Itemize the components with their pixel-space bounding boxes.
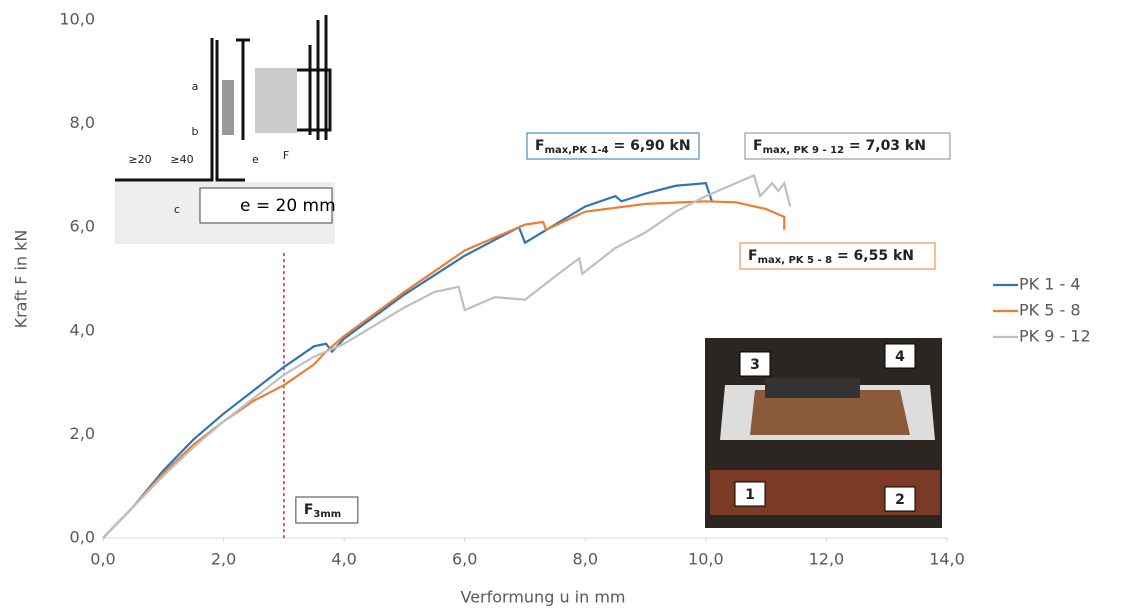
annotation-part: max, PK 5 - 8 (758, 255, 833, 266)
x-tick-label: 0,0 (90, 550, 115, 569)
annotation-box (526, 132, 700, 160)
inset-f: F (283, 149, 289, 162)
e-box (199, 187, 333, 224)
photo-plate (750, 390, 910, 435)
photo-label: 3 (750, 357, 760, 373)
marker-label-box (295, 496, 359, 524)
block (255, 68, 297, 133)
photo-box (884, 343, 916, 369)
y-tick-label: 10,0 (59, 10, 95, 29)
photo-label: 2 (895, 492, 905, 508)
y-axis-label: Kraft F in kN (12, 230, 31, 329)
photo-label: 4 (895, 349, 905, 365)
annotation-part: = 6,90 kN (609, 138, 691, 154)
x-tick-label: 8,0 (573, 550, 598, 569)
annotation-part: = 6,55 kN (832, 248, 914, 264)
photo-box (734, 481, 766, 507)
annotation-part: max, PK 9 - 12 (763, 145, 844, 156)
legend-label: PK 1 - 4 (1019, 275, 1081, 294)
annotation-box (739, 242, 936, 270)
inset-e: e (252, 153, 259, 166)
inset-label: a (192, 80, 199, 93)
photo-block (765, 378, 860, 398)
annotation: Fmax, PK 5 - 8 = 6,55 kN (748, 248, 914, 266)
legend-label: PK 9 - 12 (1019, 327, 1091, 346)
x-tick-label: 2,0 (211, 550, 236, 569)
y-tick-label: 4,0 (70, 320, 95, 339)
x-tick-label: 14,0 (929, 550, 965, 569)
x-tick-label: 10,0 (688, 550, 724, 569)
y-tick-label: 8,0 (70, 113, 95, 132)
legend-label: PK 5 - 8 (1019, 301, 1081, 320)
x-tick-label: 6,0 (452, 550, 477, 569)
annotation-part: max,PK 1-4 (545, 145, 609, 156)
x-tick-label: 12,0 (809, 550, 845, 569)
annotation: Fmax, PK 9 - 12 = 7,03 kN (753, 138, 926, 156)
profile (115, 15, 332, 182)
series-line (102, 173, 792, 539)
y-tick-label: 6,0 (70, 217, 95, 236)
photo-box (884, 486, 916, 512)
series-line (102, 200, 786, 539)
inset-photo: 3 4 1 2 (705, 338, 942, 528)
photo-label: 1 (745, 487, 755, 503)
inset-label: b (192, 125, 199, 138)
marker-label: F3mm (304, 502, 341, 520)
inset-label: c (174, 203, 180, 216)
screw (222, 80, 234, 135)
x-axis-label: Verformung u in mm (460, 588, 625, 607)
annotation: Fmax,PK 1-4 = 6,90 kN (535, 138, 691, 156)
annotation-part: F (748, 248, 758, 264)
x-tick-label: 4,0 (331, 550, 356, 569)
marker-label-part: F (304, 502, 314, 518)
annotation-box (744, 132, 951, 160)
inset-dim: ≥40 (170, 153, 193, 166)
inset-dim: ≥20 (128, 153, 151, 166)
inset-diagram: e = 20 mm a b c ≥20 ≥40 e F (115, 15, 336, 244)
annotation-part: F (535, 138, 545, 154)
marker-label-part: 3mm (313, 509, 341, 520)
y-tick-label: 2,0 (70, 424, 95, 443)
annotation-part: = 7,03 kN (844, 138, 926, 154)
annotation-part: F (753, 138, 763, 154)
e-label: e = 20 mm (240, 196, 336, 216)
photo-box (739, 351, 771, 377)
series-line (102, 181, 713, 539)
y-tick-label: 0,0 (70, 528, 95, 547)
